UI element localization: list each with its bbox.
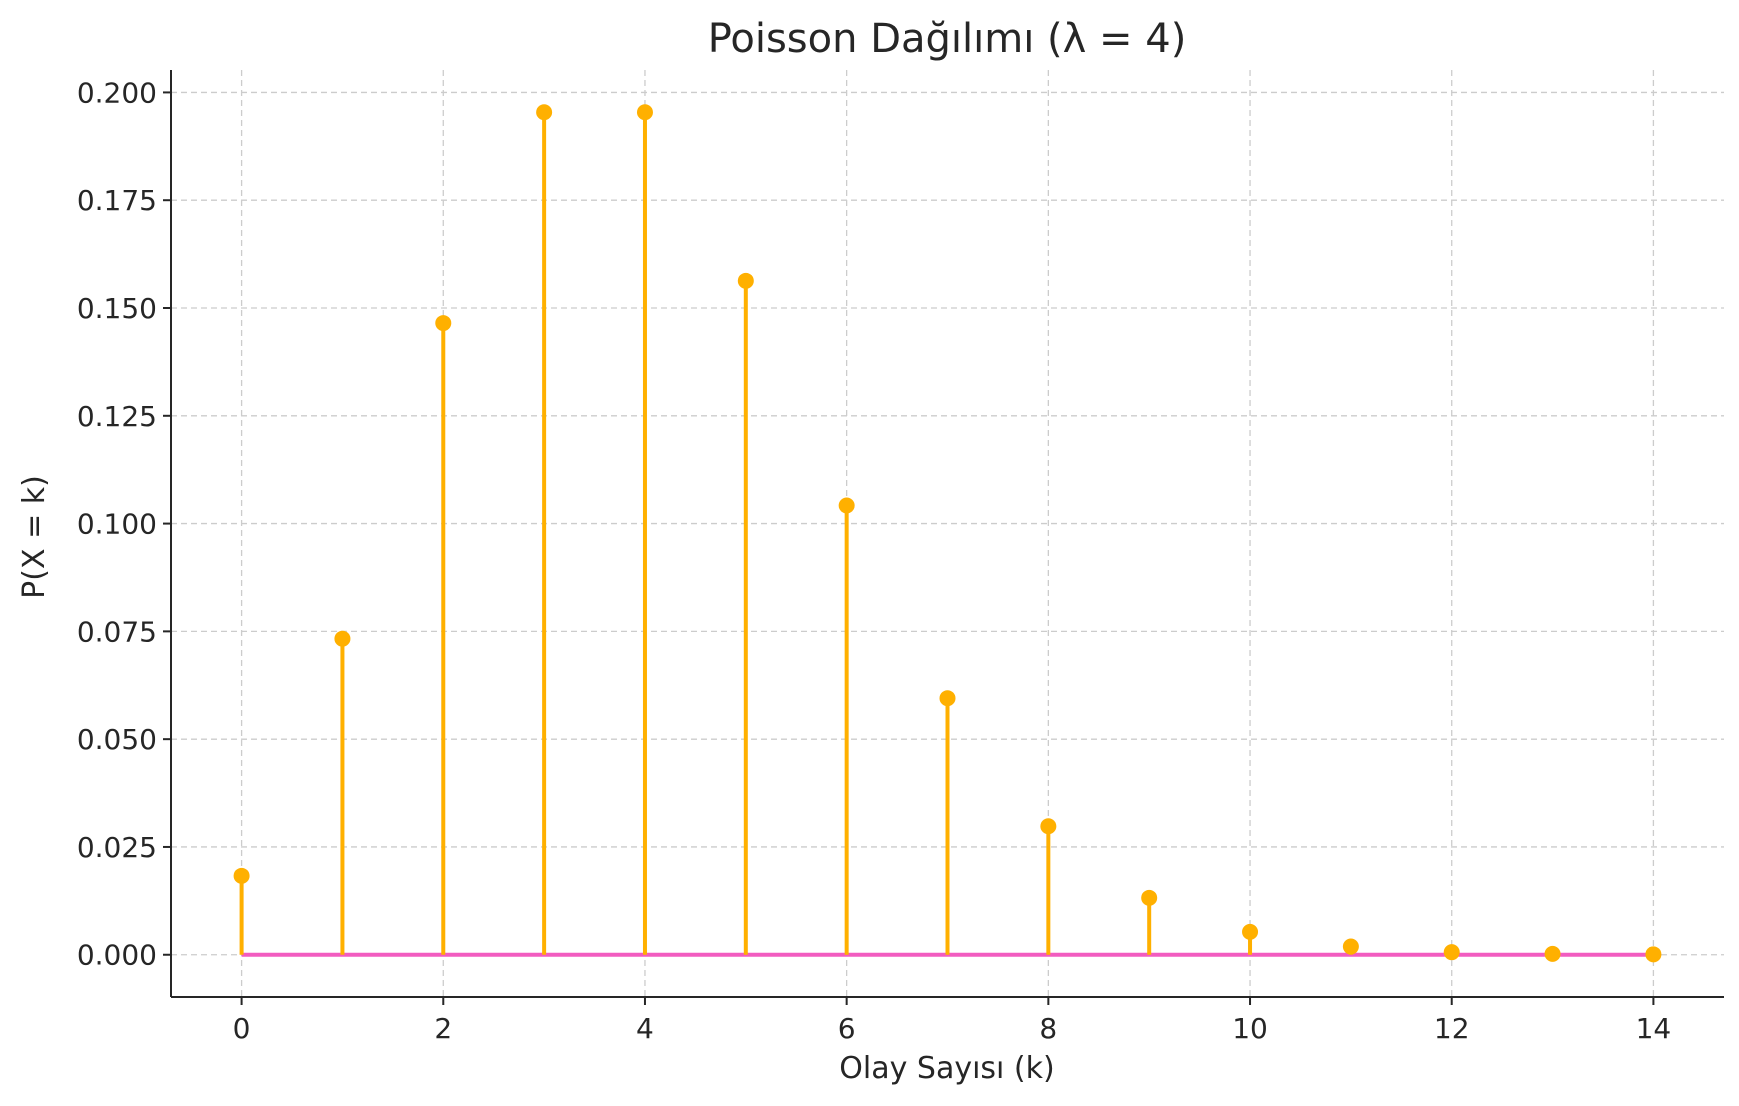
stem-marker bbox=[1645, 946, 1662, 963]
chart-title: Poisson Dağılımı (λ = 4) bbox=[708, 16, 1187, 62]
x-tick-label: 0 bbox=[233, 1012, 251, 1045]
stem-marker bbox=[1443, 944, 1460, 961]
stem-marker bbox=[1141, 889, 1158, 906]
stem-marker bbox=[1242, 923, 1259, 940]
stem-marker bbox=[1342, 938, 1359, 955]
stem-layer bbox=[233, 104, 1662, 963]
stem-marker bbox=[1040, 818, 1057, 835]
x-axis-label: Olay Sayısı (k) bbox=[839, 1051, 1054, 1086]
stem-marker bbox=[838, 497, 855, 514]
stem-marker bbox=[334, 630, 351, 647]
x-tick-label: 8 bbox=[1039, 1012, 1057, 1045]
y-tick-label: 0.150 bbox=[77, 292, 157, 325]
stem-marker bbox=[737, 272, 754, 289]
x-tick-label: 14 bbox=[1636, 1012, 1672, 1045]
grid-layer bbox=[171, 70, 1724, 997]
x-tick-label: 4 bbox=[636, 1012, 654, 1045]
y-tick-label: 0.100 bbox=[77, 508, 157, 541]
y-tick-label: 0.200 bbox=[77, 76, 157, 109]
stem-marker bbox=[1544, 945, 1561, 962]
y-axis-label: P(X = k) bbox=[17, 475, 52, 599]
stem-marker bbox=[636, 104, 653, 121]
stem-marker bbox=[435, 315, 452, 332]
y-tick-label: 0.125 bbox=[77, 400, 157, 433]
label-layer: Poisson Dağılımı (λ = 4) Olay Sayısı (k)… bbox=[17, 16, 1186, 1086]
y-tick-label: 0.075 bbox=[77, 615, 157, 648]
y-tick-label: 0.000 bbox=[77, 939, 157, 972]
x-tick-label: 10 bbox=[1232, 1012, 1268, 1045]
x-tick-label: 6 bbox=[838, 1012, 856, 1045]
y-tick-label: 0.175 bbox=[77, 184, 157, 217]
stem-marker bbox=[536, 104, 553, 121]
axis-layer: 0 2 4 6 8 10 12 14 0.000 0.025 0.050 0.075 0.100 0.12… bbox=[77, 70, 1724, 1045]
stem-marker bbox=[939, 690, 956, 707]
x-tick-label: 2 bbox=[434, 1012, 452, 1045]
stem-marker bbox=[233, 867, 250, 884]
y-tick-label: 0.025 bbox=[77, 831, 157, 864]
y-tick-label: 0.050 bbox=[77, 723, 157, 756]
x-tick-label: 12 bbox=[1434, 1012, 1470, 1045]
